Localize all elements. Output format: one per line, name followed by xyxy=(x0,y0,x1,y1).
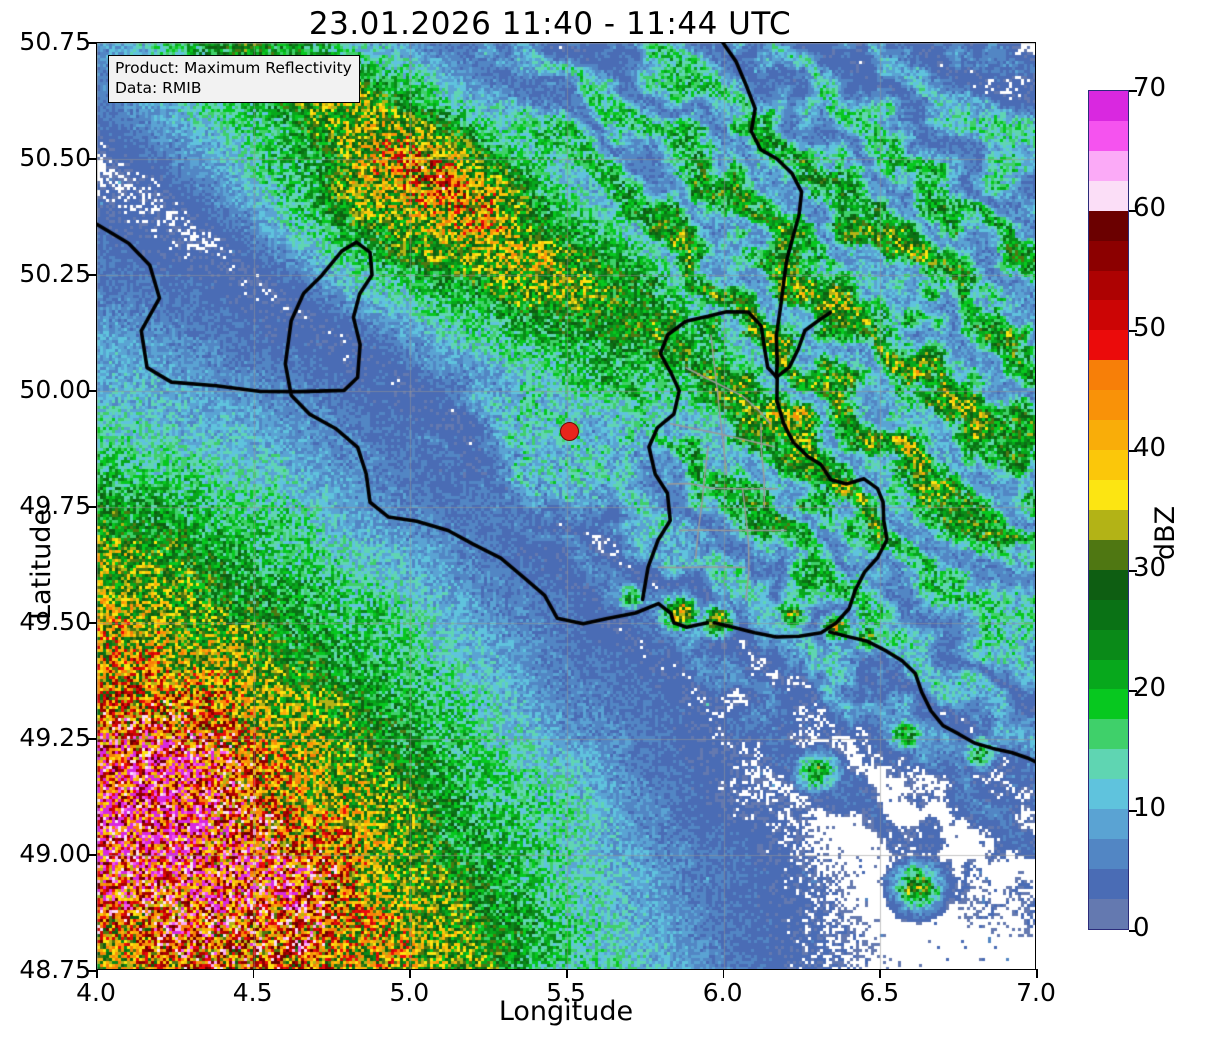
x-axis-tick-label: 4.5 xyxy=(232,978,273,1007)
x-axis-tick-label: 5.0 xyxy=(389,978,430,1007)
colorbar-label: dBZ xyxy=(1150,505,1181,560)
colorbar-band xyxy=(1089,150,1128,181)
page-title: 23.01.2026 11:40 - 11:44 UTC xyxy=(308,6,792,42)
colorbar-band xyxy=(1089,689,1128,720)
colorbar-band xyxy=(1089,539,1128,570)
colorbar-band xyxy=(1089,360,1128,391)
colorbar-band xyxy=(1089,450,1128,480)
product-info-box: Product: Maximum Reflectivity Data: RMIB xyxy=(108,55,360,104)
x-axis-tick-mark xyxy=(409,969,411,978)
colorbar-band xyxy=(1089,120,1128,151)
colorbar-tick-label: 0 xyxy=(1133,913,1150,943)
colorbar-band xyxy=(1089,719,1128,750)
colorbar-band xyxy=(1089,270,1128,301)
colorbar-tick-label: 60 xyxy=(1133,193,1167,223)
y-axis-tick-mark xyxy=(88,158,97,160)
y-axis-tick-label: 49.50 xyxy=(19,607,91,636)
x-axis-tick-mark xyxy=(722,969,725,978)
colorbar-tick-label: 50 xyxy=(1133,313,1167,343)
colorbar-tick-label: 20 xyxy=(1133,673,1167,703)
x-axis-tick-label: 5.5 xyxy=(546,978,586,1007)
colorbar-band xyxy=(1089,509,1128,540)
colorbar-band xyxy=(1089,839,1128,869)
map-overlay-canvas xyxy=(97,43,1035,969)
colorbar-band xyxy=(1089,479,1128,510)
y-axis-tick-mark xyxy=(88,42,97,44)
x-axis-tick-mark xyxy=(879,969,881,978)
colorbar-tick-mark xyxy=(1129,450,1137,452)
y-axis-tick-mark xyxy=(88,738,97,740)
colorbar-band xyxy=(1089,659,1128,690)
y-axis-tick-label: 50.75 xyxy=(19,27,91,56)
colorbar-band xyxy=(1089,91,1128,121)
colorbar-band xyxy=(1089,809,1128,840)
info-data-line: Data: RMIB xyxy=(115,78,202,97)
colorbar-tick-label: 40 xyxy=(1133,433,1167,463)
y-axis-tick-label: 50.00 xyxy=(19,375,91,404)
colorbar-tick-mark xyxy=(1129,90,1137,92)
colorbar-band xyxy=(1089,390,1128,421)
reflectivity-colorbar xyxy=(1088,90,1129,930)
colorbar-band xyxy=(1089,240,1128,271)
y-axis-tick-label: 49.00 xyxy=(19,839,91,868)
colorbar-band xyxy=(1089,569,1128,600)
y-axis-tick-mark xyxy=(88,274,97,276)
y-axis-tick-mark xyxy=(88,970,97,972)
x-axis-tick-mark xyxy=(96,969,98,978)
x-axis-label: Longitude xyxy=(498,996,634,1027)
colorbar-tick-label: 70 xyxy=(1133,73,1167,103)
colorbar-band xyxy=(1089,779,1128,810)
radar-plot-area[interactable]: Product: Maximum Reflectivity Data: RMIB xyxy=(96,42,1036,970)
colorbar-band xyxy=(1089,210,1128,241)
colorbar-band xyxy=(1089,330,1128,361)
colorbar-band xyxy=(1089,898,1128,929)
colorbar-tick-mark xyxy=(1129,570,1137,572)
y-axis-tick-label: 50.50 xyxy=(19,143,91,172)
y-axis-tick-mark xyxy=(88,506,97,508)
colorbar-tick-mark xyxy=(1129,810,1137,812)
colorbar-band xyxy=(1089,749,1128,780)
x-axis-tick-mark xyxy=(566,969,568,978)
colorbar-band xyxy=(1089,180,1128,211)
colorbar-band xyxy=(1089,868,1128,899)
info-product-line: Product: Maximum Reflectivity xyxy=(115,59,352,77)
colorbar-band xyxy=(1089,599,1128,630)
radar-site-marker[interactable] xyxy=(560,421,580,441)
colorbar-tick-mark xyxy=(1129,210,1137,212)
y-axis-tick-mark xyxy=(88,622,97,624)
colorbar-tick-mark xyxy=(1129,330,1137,332)
y-axis-tick-label: 48.75 xyxy=(19,955,91,984)
colorbar-tick-label: 10 xyxy=(1133,793,1167,823)
x-axis-tick-label: 4.0 xyxy=(76,978,116,1007)
colorbar-band xyxy=(1089,420,1128,451)
colorbar-tick-mark xyxy=(1129,690,1137,692)
y-axis-tick-mark xyxy=(88,390,97,392)
colorbar-tick-label: 30 xyxy=(1133,553,1167,583)
y-axis-label: Latitude xyxy=(26,508,57,620)
y-axis-tick-mark xyxy=(88,854,97,856)
y-axis-tick-label: 49.75 xyxy=(19,491,91,520)
colorbar-band xyxy=(1089,300,1128,331)
x-axis-tick-label: 7.0 xyxy=(1016,978,1056,1007)
y-axis-tick-label: 49.25 xyxy=(19,723,91,752)
x-axis-tick-label: 6.5 xyxy=(859,978,900,1007)
colorbar-band xyxy=(1089,629,1128,660)
y-axis-tick-label: 50.25 xyxy=(19,259,91,288)
x-axis-tick-mark xyxy=(252,969,255,978)
colorbar-tick-mark xyxy=(1129,930,1137,932)
x-axis-tick-label: 6.0 xyxy=(702,978,743,1007)
x-axis-tick-mark xyxy=(1036,969,1038,978)
